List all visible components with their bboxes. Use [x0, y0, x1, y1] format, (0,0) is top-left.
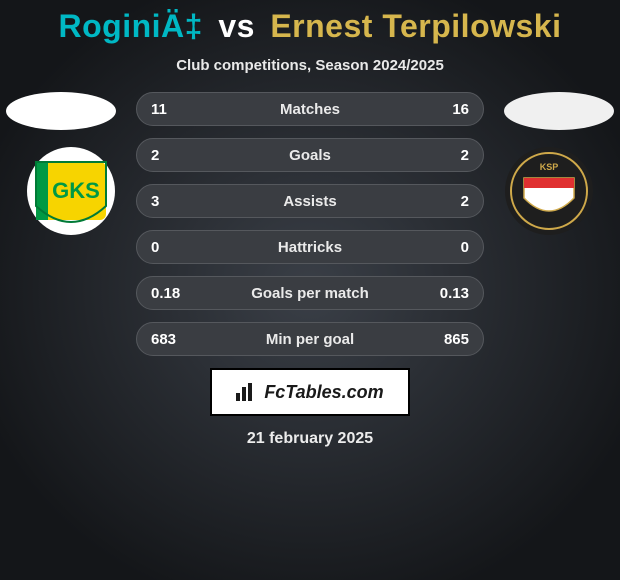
- brand-label: FcTables.com: [236, 382, 383, 403]
- stat-label: Goals per match: [251, 285, 369, 302]
- player2-name: Ernest Terpilowski: [270, 8, 561, 44]
- stat-row: 0.18 Goals per match 0.13: [136, 276, 484, 310]
- subtitle: Club competitions, Season 2024/2025: [0, 57, 620, 74]
- stat-row: 0 Hattricks 0: [136, 230, 484, 264]
- stat-right-value: 2: [461, 147, 469, 164]
- svg-text:KSP: KSP: [540, 162, 559, 172]
- stat-right-value: 0.13: [440, 285, 469, 302]
- stat-label: Min per goal: [266, 331, 354, 348]
- brand-footer[interactable]: FcTables.com: [210, 368, 410, 416]
- chart-bars-icon: [236, 383, 258, 401]
- stat-right-value: 865: [444, 331, 469, 348]
- page-title: RoginiÄ‡ vs Ernest Terpilowski: [0, 0, 620, 45]
- stat-row: 2 Goals 2: [136, 138, 484, 172]
- vs-label: vs: [218, 8, 255, 44]
- stat-right-value: 2: [461, 193, 469, 210]
- brand-text: FcTables.com: [264, 382, 383, 403]
- stat-right-value: 0: [461, 239, 469, 256]
- stat-left-value: 0: [151, 239, 159, 256]
- stat-right-value: 16: [452, 101, 469, 118]
- stat-label: Assists: [283, 193, 336, 210]
- stat-row: 683 Min per goal 865: [136, 322, 484, 356]
- stat-left-value: 0.18: [151, 285, 180, 302]
- stat-label: Hattricks: [278, 239, 342, 256]
- club-badge-right: KSP: [504, 146, 594, 236]
- stat-left-value: 2: [151, 147, 159, 164]
- stat-left-value: 11: [151, 101, 167, 118]
- player1-name: RoginiÄ‡: [59, 8, 203, 44]
- stats-table: 11 Matches 16 2 Goals 2 3 Assists 2 0 Ha…: [136, 92, 484, 356]
- stat-left-value: 683: [151, 331, 176, 348]
- player1-oval: [6, 92, 116, 130]
- stat-label: Matches: [280, 101, 340, 118]
- stat-label: Goals: [289, 147, 331, 164]
- player2-oval: [504, 92, 614, 130]
- club-badge-left: GKS: [26, 146, 116, 236]
- stat-left-value: 3: [151, 193, 159, 210]
- date-label: 21 february 2025: [0, 430, 620, 448]
- stat-row: 3 Assists 2: [136, 184, 484, 218]
- svg-text:GKS: GKS: [52, 178, 100, 203]
- stat-row: 11 Matches 16: [136, 92, 484, 126]
- comparison-content: GKS KSP 11 Matches 16 2 Goals 2 3 Assist…: [0, 92, 620, 448]
